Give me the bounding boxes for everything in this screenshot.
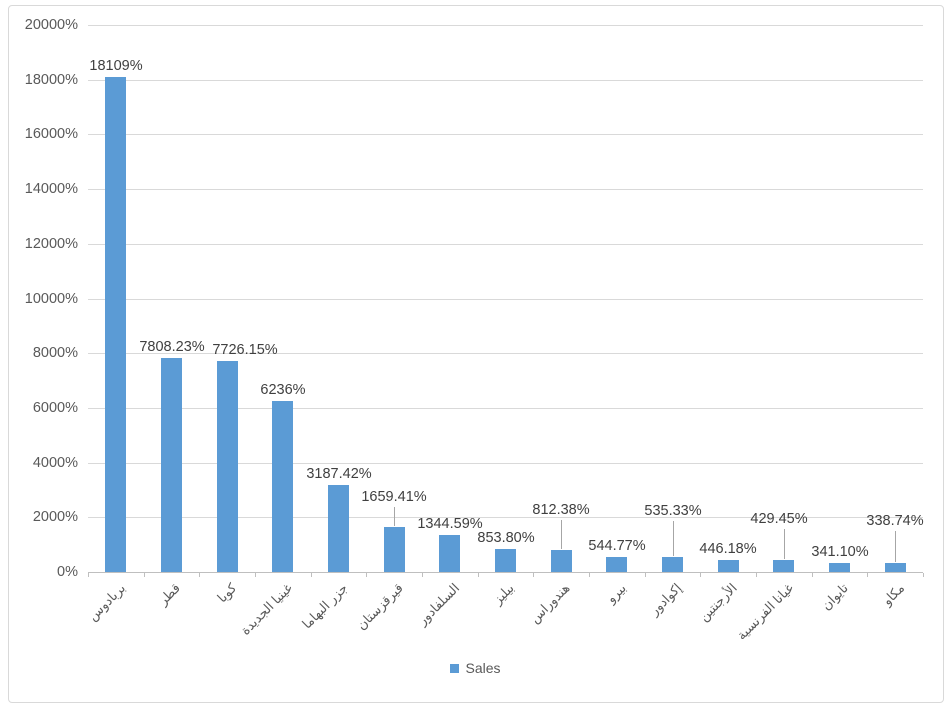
y-axis-tick-label: 14000% — [24, 181, 78, 197]
y-axis-tick-label: 0% — [57, 564, 78, 580]
bar[interactable] — [551, 550, 572, 572]
y-axis-tick-label: 18000% — [24, 72, 78, 88]
data-label-leader-line — [561, 520, 562, 549]
gridline — [88, 517, 923, 518]
data-label: 853.80% — [477, 530, 535, 546]
bar[interactable] — [773, 560, 794, 572]
bar[interactable] — [829, 563, 850, 572]
data-label: 446.18% — [699, 541, 757, 557]
bar[interactable] — [328, 485, 349, 572]
bar[interactable] — [718, 560, 739, 572]
gridline — [88, 189, 923, 190]
bar[interactable] — [272, 401, 293, 572]
gridline — [88, 25, 923, 26]
x-axis-tick — [478, 573, 479, 577]
gridline — [88, 80, 923, 81]
bar[interactable] — [606, 557, 627, 572]
gridline — [88, 244, 923, 245]
data-label: 341.10% — [811, 544, 869, 560]
y-axis-tick-label: 16000% — [24, 126, 78, 142]
x-axis-tick — [311, 573, 312, 577]
x-axis-tick — [645, 573, 646, 577]
data-label-leader-line — [895, 531, 896, 562]
legend-swatch-icon — [450, 663, 460, 673]
y-axis-tick-label: 2000% — [32, 509, 78, 525]
x-axis-tick — [812, 573, 813, 577]
data-label: 6236% — [260, 382, 306, 398]
x-axis-tick — [199, 573, 200, 577]
x-axis-tick — [756, 573, 757, 577]
data-label: 3187.42% — [306, 466, 372, 482]
gridline — [88, 463, 923, 464]
x-axis-tick — [422, 573, 423, 577]
x-axis-tick — [700, 573, 701, 577]
data-label: 429.45% — [750, 511, 808, 527]
x-axis-tick — [867, 573, 868, 577]
bar[interactable] — [161, 358, 182, 572]
y-axis-tick-label: 10000% — [24, 291, 78, 307]
bar[interactable] — [495, 549, 516, 572]
gridline — [88, 408, 923, 409]
data-label: 1659.41% — [361, 489, 427, 505]
data-label: 1344.59% — [417, 516, 483, 532]
bar[interactable] — [105, 77, 126, 572]
x-axis-tick — [144, 573, 145, 577]
data-label: 7726.15% — [212, 342, 278, 358]
data-label-leader-line — [394, 507, 395, 526]
y-axis-tick-label: 12000% — [24, 236, 78, 252]
y-axis-tick-label: 6000% — [32, 400, 78, 416]
gridline — [88, 134, 923, 135]
x-axis-tick — [255, 573, 256, 577]
x-axis-tick — [533, 573, 534, 577]
y-axis-tick-label: 20000% — [24, 17, 78, 33]
y-axis-tick-label: 4000% — [32, 455, 78, 471]
chart-area-border — [8, 5, 944, 703]
data-label: 18109% — [89, 58, 143, 74]
x-axis-tick — [366, 573, 367, 577]
bar[interactable] — [384, 527, 405, 572]
data-label: 544.77% — [588, 538, 646, 554]
bar[interactable] — [439, 535, 460, 572]
x-axis-tick — [88, 573, 89, 577]
bar[interactable] — [662, 557, 683, 572]
data-label: 7808.23% — [139, 339, 205, 355]
bar[interactable] — [885, 563, 906, 572]
data-label-leader-line — [784, 529, 785, 559]
data-label: 535.33% — [644, 503, 702, 519]
data-label: 338.74% — [866, 513, 924, 529]
x-axis-line — [88, 572, 923, 573]
gridline — [88, 299, 923, 300]
gridline — [88, 353, 923, 354]
x-axis-tick — [923, 573, 924, 577]
legend-series-label: Sales — [465, 660, 501, 676]
x-axis-tick — [589, 573, 590, 577]
data-label-leader-line — [673, 521, 674, 556]
legend[interactable]: Sales — [0, 660, 951, 676]
bar[interactable] — [217, 361, 238, 572]
data-label: 812.38% — [532, 502, 590, 518]
y-axis-tick-label: 8000% — [32, 345, 78, 361]
